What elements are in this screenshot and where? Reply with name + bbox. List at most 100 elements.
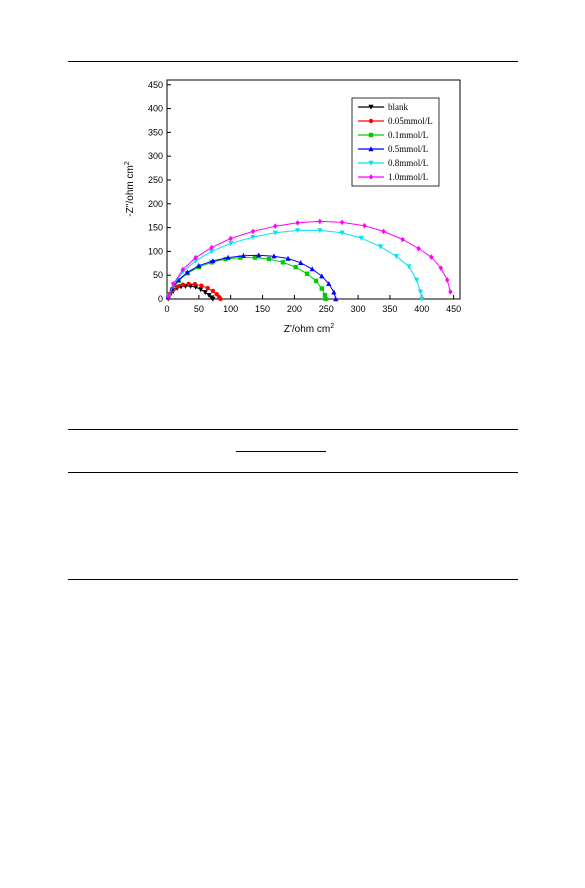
data-point: [298, 260, 304, 266]
x-tick-label: 450: [446, 304, 461, 314]
data-point: [416, 245, 421, 252]
legend-item: 0.5mmol/L: [358, 144, 428, 154]
legend-item: 0.1mmol/L: [358, 130, 428, 140]
data-point: [175, 277, 182, 283]
legend-swatch-marker: [368, 118, 374, 124]
legend-label: 0.05mmol/L: [388, 116, 433, 126]
data-point: [362, 222, 367, 229]
y-tick-label: 150: [148, 223, 163, 233]
data-point: [171, 280, 176, 287]
legend-item: 1.0mmol/L: [358, 172, 428, 182]
data-point: [309, 266, 315, 272]
data-point: [293, 264, 298, 270]
data-point: [210, 296, 216, 302]
data-point: [210, 258, 216, 264]
y-tick-label: 250: [148, 175, 163, 185]
legend-items: blank 0.05mmol/L 0.1mmol/L 0.5mmol/L 0.8mmol…: [358, 102, 433, 182]
data-point: [240, 252, 247, 258]
axes: 0 50 100 150 200 250 300 350 400 450 0 50 100 150 200 2…: [148, 80, 461, 314]
data-point: [228, 235, 233, 242]
legend-swatch-marker: [368, 146, 374, 152]
data-point: [445, 277, 450, 283]
x-tick-label: 100: [223, 304, 238, 314]
data-point: [196, 262, 202, 268]
data-point: [238, 255, 243, 260]
x-tick-label: 200: [287, 304, 302, 314]
data-point: [272, 230, 278, 236]
legend-label: 0.1mmol/L: [388, 130, 428, 140]
short-rule: [236, 451, 326, 452]
data-point: [294, 228, 301, 234]
data-point: [210, 288, 216, 294]
legend: blank 0.05mmol/L 0.1mmol/L 0.5mmol/L 0.8mmol…: [351, 97, 440, 187]
data-point: [414, 277, 420, 283]
data-point: [429, 254, 434, 260]
data-point: [209, 244, 214, 251]
data-point: [406, 264, 412, 270]
data-point: [313, 278, 319, 284]
data-point: [333, 296, 339, 302]
plot-frame: [166, 79, 461, 300]
y-tick-label: 350: [148, 127, 163, 137]
middle-rule-lower: [68, 472, 518, 473]
legend-box: [351, 97, 440, 187]
y-axis-label: -Z''/ohm cm2: [124, 161, 136, 217]
x-axis-label-sup: 2: [330, 323, 334, 330]
x-tick-label: 400: [414, 304, 429, 314]
data-point: [317, 218, 323, 225]
data-point: [223, 256, 228, 262]
data-point: [252, 255, 258, 260]
y-tick-label: 450: [148, 80, 163, 90]
data-point: [208, 249, 215, 255]
data-point: [280, 260, 286, 265]
data-point: [304, 271, 310, 276]
series-line: [167, 220, 451, 297]
data-point: [331, 289, 337, 295]
data-point: [339, 219, 345, 226]
series-5: [166, 218, 453, 300]
x-tick-label: 150: [255, 304, 270, 314]
data-point: [166, 293, 171, 300]
y-axis-label-sup: 2: [124, 161, 131, 165]
data-point: [180, 282, 186, 287]
series-4: [165, 228, 425, 302]
y-tick-label: 200: [148, 199, 163, 209]
data-point: [377, 244, 383, 250]
y-tick-label: 300: [148, 151, 163, 161]
legend-swatch-marker: [368, 174, 374, 180]
data-point: [339, 230, 345, 236]
data-point: [214, 292, 219, 297]
data-point: [358, 235, 364, 241]
data-point: [317, 228, 323, 234]
data-point: [218, 296, 223, 302]
data-point: [206, 292, 212, 298]
x-tick-label: 0: [164, 304, 169, 314]
legend-swatch-marker: [368, 160, 374, 166]
y-tick-label: 50: [153, 270, 163, 280]
middle-rule-upper: [68, 429, 518, 430]
data-point: [225, 254, 231, 260]
data-point: [319, 286, 324, 291]
data-point: [326, 280, 332, 286]
legend-label: 0.5mmol/L: [388, 144, 428, 154]
data-point: [199, 283, 204, 288]
top-rule: [68, 61, 518, 62]
data-point: [202, 290, 208, 296]
data-point: [250, 234, 256, 240]
data-point: [228, 241, 234, 247]
data-point: [400, 236, 405, 243]
data-point: [273, 223, 278, 229]
series-layer: [165, 218, 453, 302]
data-point: [419, 296, 425, 302]
data-point: [319, 273, 325, 279]
x-tick-label: 350: [382, 304, 397, 314]
x-tick-label: 250: [319, 304, 334, 314]
data-point: [295, 220, 300, 226]
data-point: [417, 289, 424, 295]
data-point: [322, 292, 328, 298]
data-point: [448, 289, 453, 295]
legend-swatch-marker: [368, 132, 374, 138]
data-point: [192, 282, 198, 287]
legend-label: 0.8mmol/L: [388, 158, 428, 168]
